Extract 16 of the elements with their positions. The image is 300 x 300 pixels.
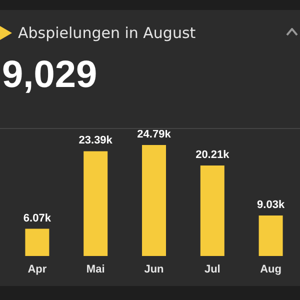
bar — [142, 144, 166, 256]
chart-title: Abspielungen in August — [18, 24, 196, 42]
x-tick-label: Jul — [204, 264, 220, 276]
data-label: 20.21k — [196, 148, 230, 161]
bar — [25, 228, 50, 256]
bar — [200, 165, 224, 256]
x-tick-label: Apr — [28, 264, 48, 276]
bar — [84, 151, 108, 256]
x-tick-label: Mai — [86, 264, 105, 276]
x-tick-label: Aug — [260, 264, 282, 276]
x-tick-label: Jun — [144, 264, 164, 276]
chart-subtitle: 9,029 — [2, 54, 98, 97]
data-label: 9.03k — [257, 199, 286, 212]
data-label: 23.39k — [78, 134, 114, 147]
bar — [258, 216, 283, 256]
data-label: 6.07k — [23, 212, 52, 224]
